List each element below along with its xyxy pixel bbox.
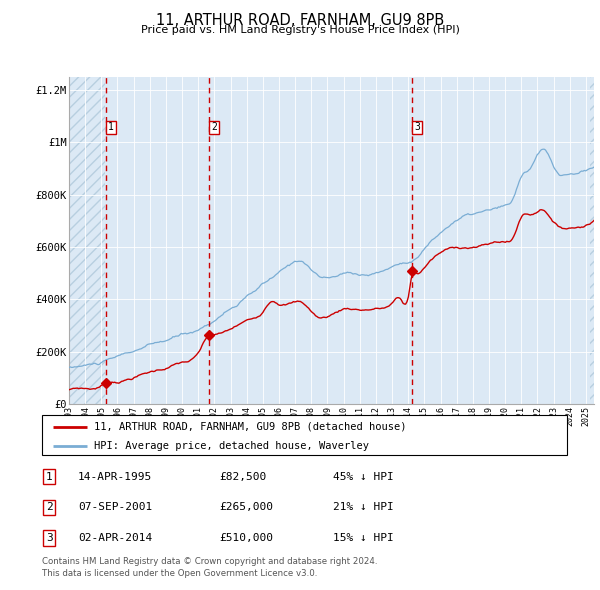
Text: £265,000: £265,000 [219, 503, 273, 512]
Text: 11, ARTHUR ROAD, FARNHAM, GU9 8PB: 11, ARTHUR ROAD, FARNHAM, GU9 8PB [156, 13, 444, 28]
Text: £510,000: £510,000 [219, 533, 273, 543]
Text: This data is licensed under the Open Government Licence v3.0.: This data is licensed under the Open Gov… [42, 569, 317, 578]
Text: Price paid vs. HM Land Registry's House Price Index (HPI): Price paid vs. HM Land Registry's House … [140, 25, 460, 35]
Text: 14-APR-1995: 14-APR-1995 [78, 472, 152, 481]
Text: 11, ARTHUR ROAD, FARNHAM, GU9 8PB (detached house): 11, ARTHUR ROAD, FARNHAM, GU9 8PB (detac… [95, 422, 407, 432]
Text: 21% ↓ HPI: 21% ↓ HPI [333, 503, 394, 512]
Text: 1: 1 [108, 123, 113, 132]
Text: 02-APR-2014: 02-APR-2014 [78, 533, 152, 543]
Text: 15% ↓ HPI: 15% ↓ HPI [333, 533, 394, 543]
Text: 1: 1 [46, 472, 53, 481]
Text: 2: 2 [46, 503, 53, 512]
FancyBboxPatch shape [42, 415, 567, 455]
Text: Contains HM Land Registry data © Crown copyright and database right 2024.: Contains HM Land Registry data © Crown c… [42, 558, 377, 566]
Text: 3: 3 [414, 123, 420, 132]
Text: 3: 3 [46, 533, 53, 543]
Text: HPI: Average price, detached house, Waverley: HPI: Average price, detached house, Wave… [95, 441, 370, 451]
Text: 45% ↓ HPI: 45% ↓ HPI [333, 472, 394, 481]
Text: £82,500: £82,500 [219, 472, 266, 481]
Text: 2: 2 [211, 123, 217, 132]
Text: 07-SEP-2001: 07-SEP-2001 [78, 503, 152, 512]
